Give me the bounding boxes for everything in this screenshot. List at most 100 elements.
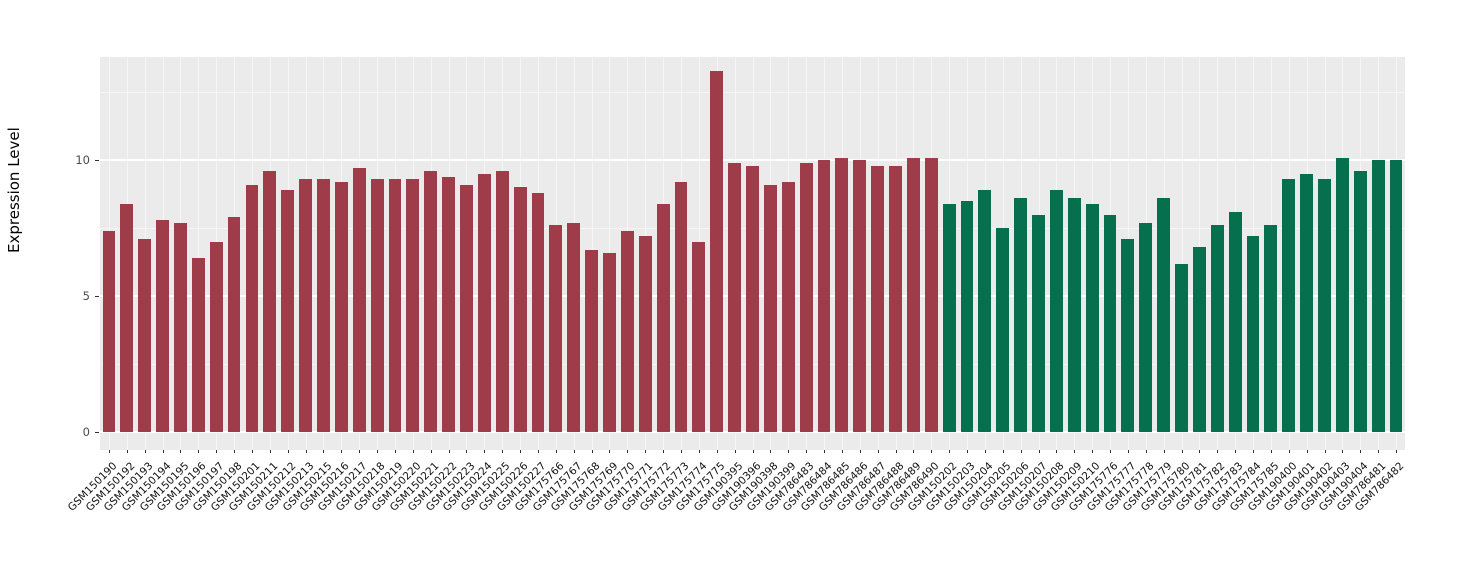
bar [603,252,616,432]
bar [710,70,724,432]
x-tick-mark [216,450,218,453]
x-tick-mark [520,450,522,453]
bar [853,160,867,432]
bar [728,162,742,432]
x-tick-mark [269,450,271,453]
x-tick-mark [180,450,182,453]
x-tick-mark [967,450,969,453]
bar [978,190,992,432]
bar [388,179,402,432]
bar [1264,225,1278,432]
x-tick-mark [1396,450,1398,453]
x-tick-mark [1288,450,1290,453]
x-tick-mark [323,450,325,453]
bar [799,162,813,432]
bar [460,184,473,432]
bar [1157,198,1171,432]
x-tick-mark [234,450,236,453]
x-tick-mark [895,450,897,453]
bar [942,203,956,432]
bar [1282,179,1296,432]
x-tick-mark [1378,450,1380,453]
x-tick-mark [430,450,432,453]
bar [334,182,348,432]
bar [1318,179,1331,432]
bar [692,241,706,432]
bar [102,230,116,432]
bar [567,222,581,432]
y-tick-label: 5 [82,289,90,304]
bar [549,225,563,432]
x-tick-mark [484,450,486,453]
x-tick-mark [1145,450,1147,453]
bar [245,184,259,432]
bar [424,171,438,432]
bar [1175,263,1188,432]
bar [1300,173,1314,432]
x-tick-mark [788,450,790,453]
bar [1049,190,1063,432]
x-tick-mark [251,450,253,453]
x-tick-mark [1110,450,1112,453]
gridline-vertical [198,57,200,450]
x-tick-mark [770,450,772,453]
x-tick-mark [824,450,825,453]
bar [1371,160,1385,432]
x-tick-mark [573,450,575,453]
x-tick-mark [502,450,504,453]
x-tick-mark [627,450,629,453]
x-tick-mark [537,450,539,453]
x-tick-mark [144,450,146,453]
x-tick-mark [841,450,843,453]
bar [996,228,1010,432]
x-tick-mark [377,450,379,453]
x-tick-mark [1002,450,1004,453]
x-axis-labels: GSM150190 GSM150192 GSM150193 GSM150194 GSM1… [66,456,1407,576]
bar [763,184,777,432]
x-tick-mark [949,450,951,453]
bar [406,179,420,432]
bar [370,179,384,432]
bar [1246,236,1260,432]
bar [1121,239,1135,432]
x-tick-mark [663,450,665,453]
bar [1139,222,1153,432]
bar [1192,247,1206,432]
bar [620,230,634,432]
x-tick-mark [341,450,343,453]
bar [906,157,920,432]
x-tick-mark [1217,450,1219,453]
x-tick-mark [305,450,307,453]
x-tick-mark [1056,450,1058,453]
bar [531,192,545,432]
x-tick-mark [555,450,557,453]
x-tick-mark [877,450,879,453]
bar [1389,160,1403,432]
x-tick-mark [931,450,933,453]
bar [1353,171,1367,432]
x-tick-mark [1163,450,1165,453]
x-tick-mark [1324,450,1326,453]
x-tick-mark [1270,450,1272,453]
y-tick-mark [95,160,99,162]
plot-panel [100,57,1405,450]
bar [477,173,491,432]
bar [156,220,169,432]
bar [513,187,527,432]
bar [138,239,152,432]
bar [674,182,688,432]
bar [746,165,759,432]
x-tick-mark [1038,450,1040,453]
bar [317,179,330,432]
y-tick-mark [95,432,99,433]
x-tick-mark [198,450,200,453]
x-tick-mark [698,450,700,453]
x-tick-mark [1092,450,1094,453]
x-tick-mark [1306,450,1308,453]
x-tick-mark [1253,450,1255,453]
x-tick-mark [466,450,468,453]
x-tick-mark [108,450,110,453]
bar [299,179,312,432]
bar [656,203,670,432]
